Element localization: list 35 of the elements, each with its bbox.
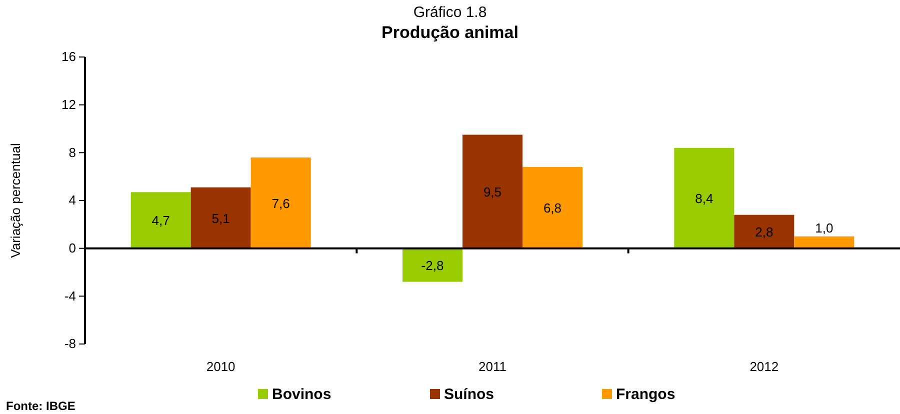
x-tick-label: 2011	[478, 359, 506, 374]
bar	[522, 167, 582, 248]
data-label: 9,5	[483, 184, 502, 200]
y-axis-title: Variação percentual	[8, 143, 23, 258]
data-label: 6,8	[543, 200, 562, 216]
x-tick-label: 2010	[206, 359, 236, 374]
bar	[734, 214, 794, 248]
chart-title: Gráfico 1.8	[413, 4, 487, 21]
bar	[402, 248, 462, 282]
chart-subtitle: Produção animal	[382, 23, 518, 42]
legend-label: Suínos	[444, 386, 494, 403]
data-label: 8,4	[695, 191, 714, 206]
bar	[674, 148, 734, 248]
bar	[250, 157, 311, 248]
legend-label: Frangos	[616, 386, 676, 403]
legend-label: Bovinos	[272, 386, 332, 403]
x-tick-label: 2012	[750, 359, 779, 374]
bar	[794, 236, 854, 248]
y-tick-label: 4	[68, 192, 76, 208]
bar	[190, 187, 251, 248]
y-tick-label: 0	[68, 240, 76, 256]
data-label: 2,8	[755, 224, 774, 240]
y-tick-label: 16	[62, 49, 76, 64]
data-label: -2,8	[421, 258, 444, 274]
bar	[462, 134, 522, 248]
y-tick-label: 8	[68, 144, 76, 160]
data-label: 4,7	[152, 213, 170, 228]
y-tick-label: -8	[64, 336, 76, 352]
source-note: Fonte: IBGE	[6, 399, 76, 413]
y-tick-label: 12	[62, 96, 76, 112]
y-tick-label: -4	[64, 288, 76, 304]
data-label: 1,0	[815, 220, 834, 236]
data-label: 7,6	[272, 196, 290, 211]
bar	[130, 192, 191, 248]
data-label: 5,1	[212, 210, 230, 226]
